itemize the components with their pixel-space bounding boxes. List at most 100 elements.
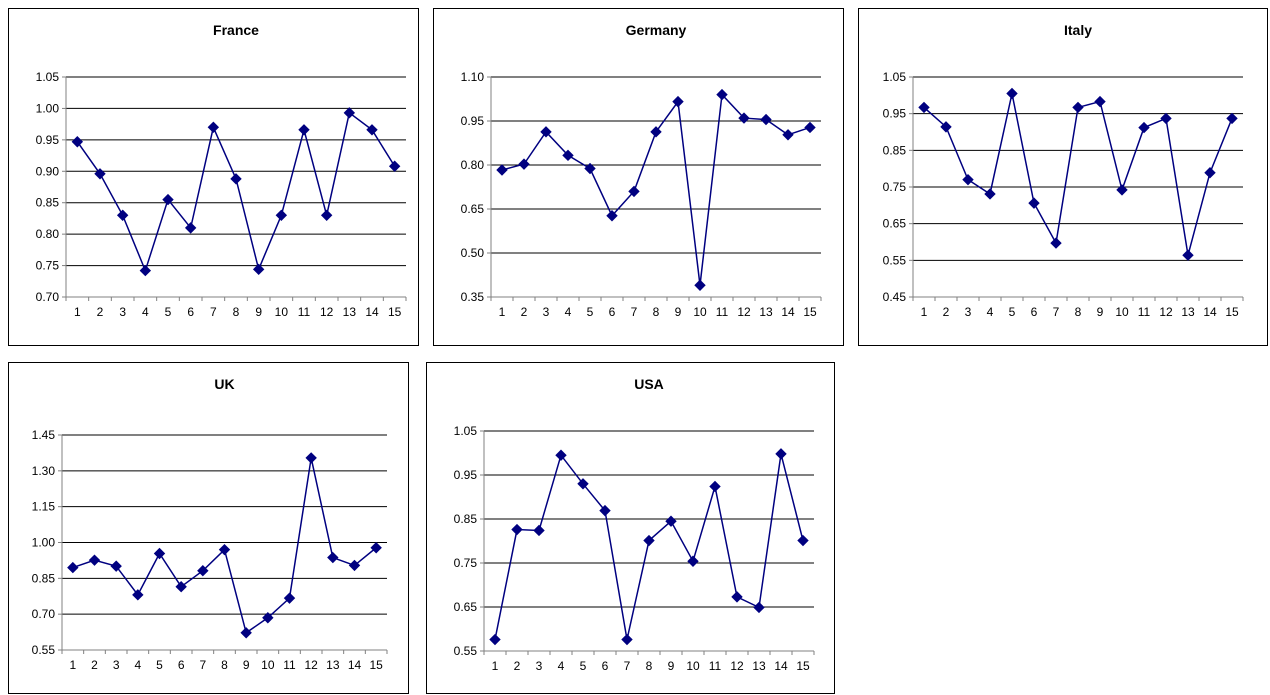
series-line [76, 111, 396, 273]
data-point [327, 551, 339, 564]
x-tick-label: 4 [558, 659, 565, 673]
x-tick-label: 2 [97, 305, 104, 319]
x-tick-label: 11 [709, 659, 722, 673]
data-point [962, 173, 974, 186]
data-point [496, 164, 508, 176]
x-tick-label: 3 [119, 305, 126, 319]
x-tick-label: 4 [142, 305, 149, 319]
data-point [94, 168, 106, 180]
x-tick-label: 6 [187, 305, 194, 319]
x-tick-label: 14 [774, 659, 788, 673]
x-tick-label: 4 [134, 658, 141, 672]
x-tick-label: 5 [156, 658, 163, 672]
y-tick-label: 1.05 [883, 70, 907, 84]
x-tick-label: 14 [781, 305, 795, 319]
x-tick-label: 3 [543, 305, 550, 319]
data-point [918, 101, 930, 114]
x-tick-label: 10 [686, 659, 700, 673]
x-tick-label: 15 [803, 305, 817, 319]
data-point [1094, 95, 1106, 108]
data-point [606, 210, 618, 222]
data-point [1160, 112, 1172, 125]
data-point [687, 555, 699, 567]
data-point [731, 591, 743, 603]
y-tick-label: 0.80 [461, 158, 485, 172]
data-point [116, 209, 129, 221]
x-tick-label: 11 [283, 658, 296, 672]
x-tick-label: 14 [365, 305, 379, 319]
chart-panel-france: France 0.70 0.75 0.80 0.85 0.90 0.95 1.00 1.05 1 2… [8, 8, 419, 346]
chart-title: France [213, 22, 259, 38]
data-point [716, 88, 728, 101]
y-tick-label: 0.70 [32, 607, 56, 621]
x-tick-label: 11 [716, 305, 729, 319]
y-tick-label: 0.75 [454, 556, 478, 570]
x-tick-label: 2 [521, 305, 528, 319]
y-tick-label: 0.85 [454, 512, 478, 526]
x-tick-label: 15 [369, 658, 383, 672]
y-tick-label: 0.80 [36, 227, 60, 241]
data-point [562, 149, 574, 162]
x-tick-label: 10 [275, 305, 289, 319]
data-point [88, 554, 101, 566]
chart-title: UK [214, 376, 234, 392]
x-tick-label: 8 [221, 658, 228, 672]
x-tick-label: 10 [261, 658, 275, 672]
data-point [252, 263, 265, 276]
x-tick-label: 13 [326, 658, 340, 672]
data-point [153, 547, 166, 560]
y-tick-label: 0.75 [883, 180, 907, 194]
x-tick-label: 7 [1053, 305, 1060, 319]
x-tick-label: 4 [565, 305, 572, 319]
x-tick-label: 1 [74, 305, 81, 319]
y-tick-label: 1.15 [32, 500, 56, 514]
x-tick-label: 13 [759, 305, 773, 319]
y-tick-label: 0.85 [36, 196, 60, 210]
x-tick-label: 9 [1097, 305, 1104, 319]
data-point [621, 633, 633, 646]
y-tick-label: 0.65 [454, 600, 478, 614]
x-tick-label: 1 [492, 659, 499, 673]
x-tick-label: 6 [602, 659, 609, 673]
x-tick-label: 15 [388, 305, 402, 319]
data-point [184, 222, 197, 234]
x-tick-label: 2 [91, 658, 98, 672]
x-tick-label: 6 [178, 658, 185, 672]
data-point [132, 589, 144, 601]
x-tick-label: 3 [536, 659, 543, 673]
x-tick-label: 15 [796, 659, 810, 673]
x-tick-label: 15 [1225, 305, 1239, 319]
x-tick-label: 8 [646, 659, 653, 673]
chart-panel-uk: UK 0.55 0.70 0.85 1.00 1.15 1.30 1.45 1 2 3 4 5 6 7 8 9 1… [8, 362, 409, 694]
y-tick-label: 0.35 [461, 290, 485, 304]
x-tick-label: 10 [693, 305, 707, 319]
chart-title: USA [634, 376, 664, 392]
x-tick-label: 9 [675, 305, 682, 319]
data-point [489, 633, 501, 646]
data-point [753, 601, 765, 614]
x-tick-label: 1 [499, 305, 506, 319]
x-tick-label: 8 [1075, 305, 1082, 319]
data-point [584, 162, 596, 175]
x-tick-label: 10 [1115, 305, 1129, 319]
data-point [577, 478, 589, 490]
chart-svg: UK0.550.700.851.001.151.301.451 2 3 4 5 6 7 8 9 1… [32, 376, 388, 672]
data-point [518, 158, 530, 170]
data-point [665, 515, 677, 527]
chart-panel-usa: USA 0.55 0.65 0.75 0.85 0.95 1.05 1 2 3 4 5 6 7 8 9 10 11… [426, 362, 835, 694]
x-tick-label: 4 [987, 305, 994, 319]
x-tick-label: 9 [255, 305, 262, 319]
x-tick-label: 3 [965, 305, 972, 319]
y-tick-label: 1.00 [36, 101, 60, 115]
x-tick-label: 5 [165, 305, 172, 319]
data-point [628, 185, 640, 198]
chart-panel-italy: Italy 0.45 0.55 0.65 0.75 0.85 0.95 1.05 1 2 3 4 5 6 7… [858, 8, 1268, 346]
data-point [760, 113, 772, 126]
data-point [71, 136, 84, 148]
y-tick-label: 0.55 [32, 643, 56, 657]
x-tick-label: 13 [343, 305, 357, 319]
series-line [501, 92, 811, 286]
